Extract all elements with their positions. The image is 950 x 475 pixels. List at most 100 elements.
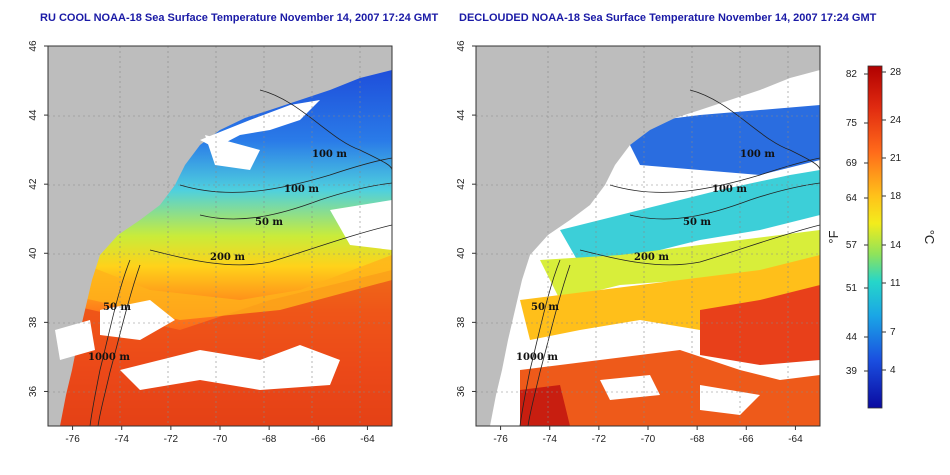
land-mass [48,46,392,426]
right-map-title: DECLOUDED NOAA-18 Sea Surface Temperatur… [459,12,877,24]
colorbar-fahrenheit-ticks: 82 75 69 64 57 51 44 39 [846,69,868,377]
y-tick-label: 38 [456,316,467,328]
y-tick-label: 46 [28,40,39,52]
contour-label: 50 m [103,302,131,313]
depth-contour-line [527,264,571,426]
celsius-tick-label: 7 [890,327,896,338]
cloud-patch [700,385,760,415]
contour-label: 100 m [712,184,747,195]
colorbar-celsius-ticks: 28 24 21 18 14 11 7 4 [882,67,902,376]
y-tick-label: 44 [28,109,39,121]
y-tick-label: 36 [28,385,39,397]
depth-contour-line [179,157,392,193]
depth-contour-line [149,224,392,266]
graticule [476,46,820,426]
slope-water-band [48,250,392,320]
x-tick-label: -68 [690,434,705,445]
colorbar-gradient [867,65,883,409]
fahrenheit-tick-label: 51 [846,283,858,294]
x-tick-label: -64 [360,434,375,445]
celsius-tick-label: 4 [890,365,896,376]
contour-label: 200 m [634,252,669,263]
x-tick-label: -68 [262,434,277,445]
x-tick-label: -72 [592,434,607,445]
y-tick-label: 42 [28,178,39,190]
graticule [48,46,392,426]
cloud-patch [55,320,95,360]
right-y-axis: 36 38 40 42 44 46 [456,40,476,397]
x-tick-label: -64 [788,434,803,445]
ocean-sst-field [700,285,820,365]
right-map-panel: 100 m 100 m 50 m 200 m 50 m 1000 m -76 -7… [456,40,821,445]
contour-label: 1000 m [516,352,558,363]
fahrenheit-unit-label: °F [826,230,841,243]
depth-contour-line [89,259,131,426]
left-map-panel: 100 m 100 m 50 m 200 m 50 m 1000 m -76 -7… [28,40,393,445]
y-tick-label: 40 [28,247,39,259]
celsius-tick-label: 11 [890,278,901,289]
ocean-sst-field [520,385,570,426]
y-tick-label: 38 [28,316,39,328]
left-y-axis: 36 38 40 42 44 46 [28,40,48,397]
depth-contour-line [199,182,392,220]
fahrenheit-tick-label: 64 [846,193,858,204]
x-tick-label: -70 [641,434,656,445]
contour-label: 1000 m [88,352,130,363]
x-tick-label: -72 [164,434,179,445]
cloud-patch [205,135,260,170]
x-tick-label: -76 [65,434,80,445]
cloud-patch [200,100,320,148]
celsius-tick-label: 28 [890,67,902,78]
x-tick-label: -76 [493,434,508,445]
gulf-stream-warm-water [48,270,392,426]
cloud-patch [330,200,392,250]
contour-label: 50 m [531,302,559,313]
depth-contour-line [519,259,561,426]
right-x-axis: -76 -74 -72 -70 -68 -66 -64 [493,426,803,445]
celsius-tick-label: 18 [890,191,902,202]
depth-contour-line [97,264,141,426]
contour-label: 50 m [683,217,711,228]
celsius-tick-label: 24 [890,115,902,126]
depth-contour-line [259,89,392,171]
depth-contour-line [629,182,820,220]
x-tick-label: -70 [213,434,228,445]
fahrenheit-tick-label: 75 [846,118,858,129]
colorbar: 82 75 69 64 57 51 44 39 28 24 21 18 14 11 7 4 °F °C [826,65,937,409]
contour-label: 50 m [255,217,283,228]
left-map-title: RU COOL NOAA-18 Sea Surface Temperature … [40,12,439,24]
contour-label: 200 m [210,252,245,263]
depth-contour-line [609,157,820,193]
celsius-unit-label: °C [922,230,937,245]
celsius-tick-label: 14 [890,240,902,251]
x-tick-label: -74 [114,434,129,445]
x-tick-label: -74 [542,434,557,445]
cloud-patch [120,345,340,390]
y-tick-label: 44 [456,109,467,121]
fahrenheit-tick-label: 69 [846,158,858,169]
y-tick-label: 36 [456,385,467,397]
contour-label: 100 m [312,149,347,160]
cloud-patch [100,300,175,340]
land-mass [476,46,820,426]
depth-contour-line [579,224,820,266]
ocean-sst-field [620,105,820,175]
ocean-sst-field [560,170,820,265]
y-tick-label: 46 [456,40,467,52]
celsius-tick-label: 21 [890,153,902,164]
contour-label: 100 m [740,149,775,160]
y-tick-label: 40 [456,247,467,259]
x-tick-label: -66 [739,434,754,445]
left-x-axis: -76 -74 -72 -70 -68 -66 -64 [65,426,375,445]
fahrenheit-tick-label: 57 [846,240,858,251]
cloud-patch [600,375,660,400]
x-tick-label: -66 [311,434,326,445]
depth-contour-line [689,89,820,171]
ocean-sst-field [540,230,820,300]
contour-label: 100 m [284,184,319,195]
fahrenheit-tick-label: 44 [846,332,858,343]
y-tick-label: 42 [456,178,467,190]
fahrenheit-tick-label: 39 [846,366,858,377]
fahrenheit-tick-label: 82 [846,69,858,80]
